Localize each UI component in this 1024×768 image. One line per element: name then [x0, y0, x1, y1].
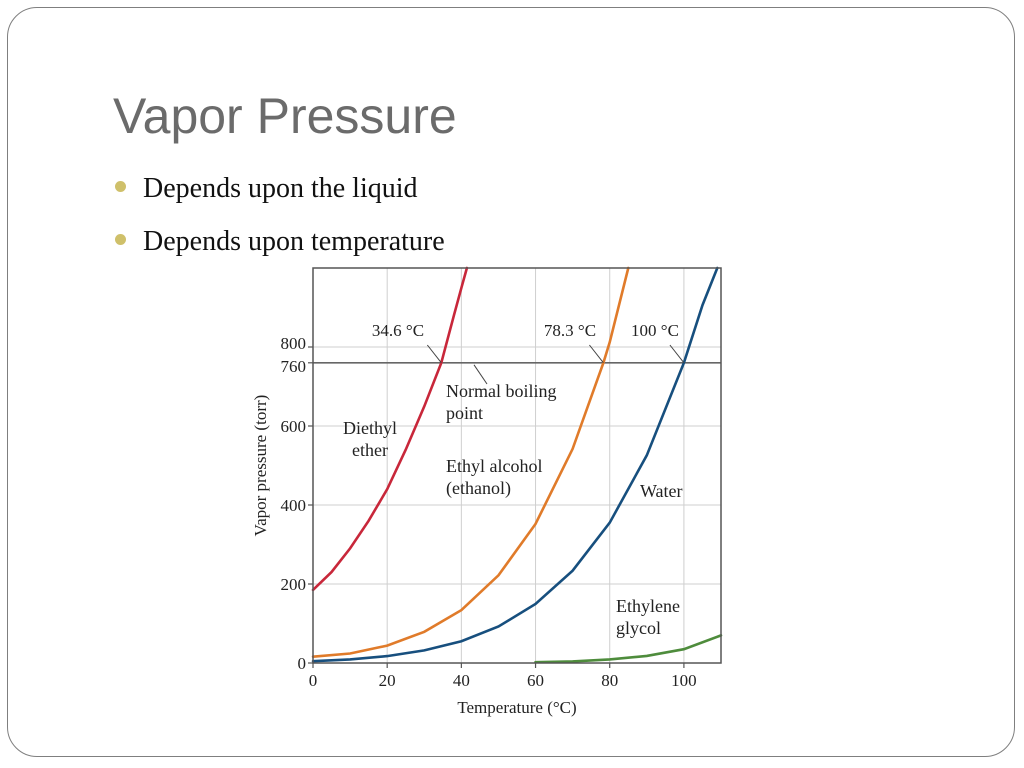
reference-label: Normal boiling [446, 381, 557, 401]
y-tick-label: 0 [298, 654, 307, 673]
x-tick-label: 20 [379, 671, 396, 690]
series-label: Ethyl alcohol [446, 456, 542, 476]
x-tick-label: 80 [601, 671, 618, 690]
y-tick-label: 400 [281, 496, 307, 515]
bullet-text: Depends upon the liquid [143, 173, 418, 204]
bullet-dot-icon [115, 234, 126, 245]
slide-frame [7, 7, 1015, 757]
series-label: (ethanol) [446, 478, 511, 499]
bullet-item: Depends upon temperature [113, 223, 445, 276]
boiling-point-label: 34.6 °C [372, 321, 424, 340]
y-tick-label: 200 [281, 575, 307, 594]
x-tick-label: 100 [671, 671, 697, 690]
boiling-point-label: 100 °C [631, 321, 679, 340]
y-tick-label: 800 [281, 334, 307, 353]
y-axis-label: Vapor pressure (torr) [251, 395, 270, 537]
reference-leader [473, 364, 488, 385]
bullet-dot-icon [115, 181, 126, 192]
axes: 0 20 40 60 80 100 0 200 400 600 760 800 Temperature … [251, 267, 722, 717]
series-label: Water [640, 481, 683, 501]
boiling-point-leader [426, 344, 442, 364]
reference-label: point [446, 403, 483, 423]
x-tick-label: 60 [527, 671, 544, 690]
series-line [311, 266, 469, 592]
boiling-point-leader [589, 344, 604, 364]
x-axis-label: Temperature (°C) [457, 698, 576, 717]
y-tick-label: 760 [281, 357, 307, 376]
bullet-item: Depends upon the liquid [113, 170, 445, 223]
grid [313, 268, 721, 663]
boiling-point-label: 78.3 °C [544, 321, 596, 340]
x-tick-label: 40 [453, 671, 470, 690]
series-label: glycol [616, 618, 661, 638]
series-line [534, 634, 723, 664]
bullet-text: Depends upon temperature [143, 226, 445, 257]
series-label: ether [352, 440, 388, 460]
slide-title: Vapor Pressure [113, 88, 457, 144]
y-tick-label: 600 [281, 417, 307, 436]
boiling-point-leader [669, 344, 685, 364]
x-tick-label: 0 [309, 671, 318, 690]
series-label: Ethylene [616, 596, 680, 616]
series-label: Diethyl [343, 418, 397, 438]
bullet-list: Depends upon the liquid Depends upon tem… [113, 170, 445, 276]
series-line [311, 266, 630, 658]
plot-frame [312, 267, 722, 664]
